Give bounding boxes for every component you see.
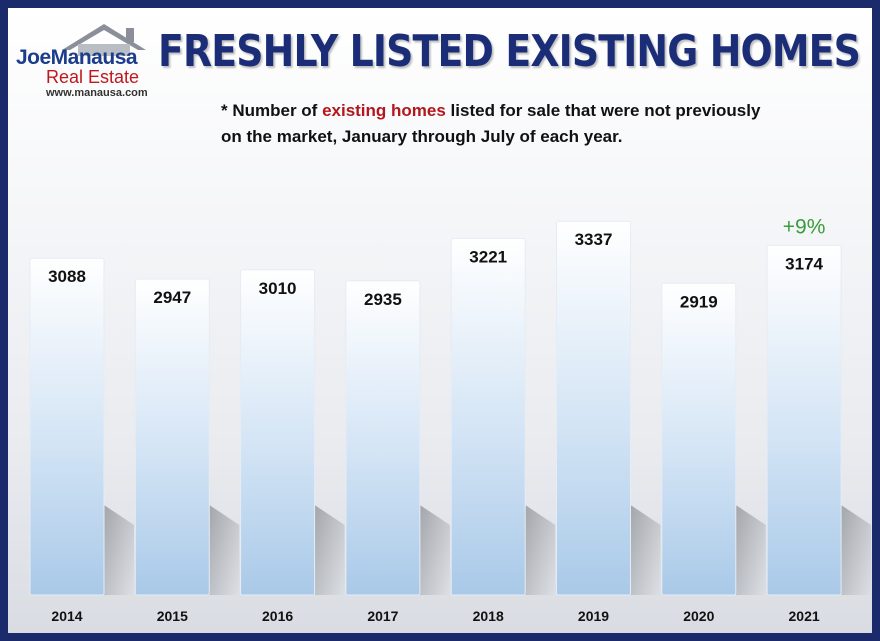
data-label-2017: 2935 [364, 290, 402, 309]
data-label-2018: 3221 [469, 247, 507, 266]
x-tick-label-2016: 2016 [262, 608, 293, 624]
data-label-2019: 3337 [575, 230, 613, 249]
bar-shadow [630, 505, 661, 595]
bar-shadow [735, 505, 766, 595]
bar-2017 [345, 280, 421, 596]
logo-name: JoeManausa [16, 46, 138, 69]
bar-shadow [525, 505, 556, 595]
bar-shadow [841, 505, 872, 595]
subtitle-prefix: * Number of [221, 101, 323, 120]
bar-2014 [29, 257, 105, 596]
bar-2016 [240, 269, 316, 596]
x-tick-label-2015: 2015 [157, 608, 188, 624]
data-label-2015: 2947 [153, 288, 191, 307]
bar-2019 [556, 220, 631, 596]
change-annotation: +9% [783, 215, 826, 238]
x-tick-label-2018: 2018 [473, 608, 504, 624]
bar-2021 [766, 244, 842, 596]
bar-2020 [661, 282, 737, 596]
data-label-2021: 3174 [785, 254, 823, 273]
bar-2015 [134, 278, 210, 596]
x-tick-label-2017: 2017 [367, 608, 398, 624]
logo-tagline: Real Estate [46, 67, 140, 87]
x-tick-label-2014: 2014 [51, 608, 82, 624]
data-label-2020: 2919 [680, 292, 718, 311]
x-tick-label-2020: 2020 [683, 608, 714, 624]
bar-shadow [419, 505, 450, 595]
chart-title: FRESHLY LISTED EXISTING HOMES [158, 26, 861, 77]
x-tick-label-2019: 2019 [578, 608, 609, 624]
subtitle-highlight: existing homes [322, 101, 446, 120]
company-logo: JoeManausa Real Estate www.manausa.com [14, 20, 154, 100]
data-label-2014: 3088 [48, 267, 86, 286]
bar-shadow [314, 505, 345, 595]
chart-subtitle: * Number of existing homes listed for sa… [221, 98, 781, 150]
house-roof-icon [62, 24, 146, 56]
data-label-2016: 3010 [259, 279, 297, 298]
logo-url: www.manausa.com [46, 87, 148, 99]
bar-shadow [104, 505, 134, 595]
x-tick-label-2021: 2021 [789, 608, 820, 624]
bar-2018 [450, 237, 526, 596]
bar-shadow [209, 505, 240, 595]
subtitle-suffix: listed for sale that were not previously… [221, 101, 761, 146]
